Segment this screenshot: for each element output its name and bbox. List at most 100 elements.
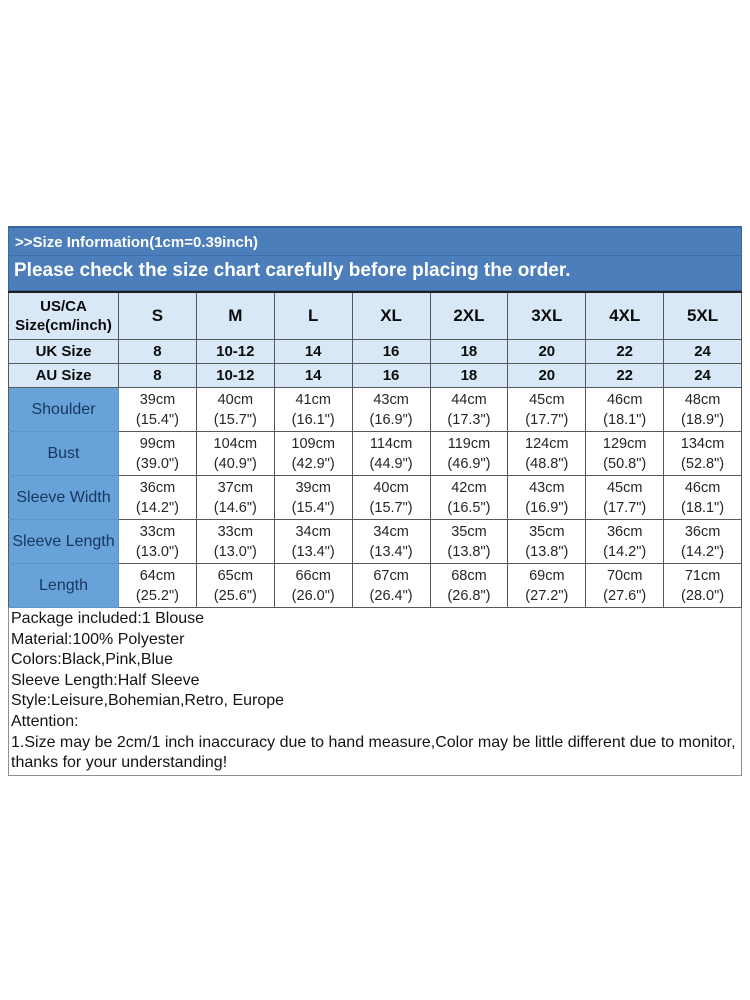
measurement-cm: 66cm bbox=[295, 567, 331, 584]
measurement-inch: (50.8") bbox=[603, 455, 647, 472]
measurement-inch: (13.0") bbox=[213, 543, 257, 560]
region-size-cell: 10-12 bbox=[195, 339, 275, 364]
measurement-inch: (14.6") bbox=[213, 499, 257, 516]
measurement-cell: 66cm (26.0") bbox=[273, 563, 353, 608]
size-column-header: S bbox=[118, 291, 197, 340]
size-info-banner: >>Size Information(1cm=0.39inch) Please … bbox=[8, 226, 742, 291]
region-size-cell: 20 bbox=[507, 363, 587, 388]
measurement-inch: (13.8") bbox=[447, 543, 491, 560]
region-size-cell: 24 bbox=[663, 339, 742, 364]
measurement-cm: 34cm bbox=[373, 523, 409, 540]
size-column-header: 5XL bbox=[663, 291, 742, 340]
measurement-cell: 64cm (25.2") bbox=[118, 563, 197, 608]
measurement-row-label: Shoulder bbox=[8, 387, 119, 432]
measurement-cm: 69cm bbox=[529, 567, 565, 584]
measurement-cm: 33cm bbox=[217, 523, 254, 540]
measurement-row: Sleeve Width 36cm (14.2") 37cm (14.6") 39cm (1… bbox=[8, 475, 742, 520]
measurement-row: Length 64cm (25.2") 65cm (25.6") 66cm (26.0") 6… bbox=[8, 563, 742, 608]
size-header-row: US/CA Size(cm/inch) S M L XL 2XL 3XL 4XL 5XL bbox=[8, 291, 742, 340]
measurement-cell: 46cm (18.1") bbox=[663, 475, 742, 520]
measurement-inch: (13.8") bbox=[525, 543, 569, 560]
measurement-cell: 45cm (17.7") bbox=[507, 387, 587, 432]
size-chart-table: US/CA Size(cm/inch) S M L XL 2XL 3XL 4XL 5XL UK Si… bbox=[8, 291, 742, 608]
measurement-inch: (14.2") bbox=[681, 543, 725, 560]
measurement-cm: 37cm bbox=[217, 479, 254, 496]
measurement-inch: (13.4") bbox=[291, 543, 335, 560]
measurement-cell: 48cm (18.9") bbox=[663, 387, 742, 432]
measurement-inch: (16.5") bbox=[447, 499, 491, 516]
corner-header: US/CA Size(cm/inch) bbox=[8, 291, 119, 340]
measurement-cm: 39cm bbox=[139, 391, 176, 408]
region-size-cell: 14 bbox=[273, 339, 353, 364]
measurement-cell: 33cm (13.0") bbox=[118, 519, 197, 564]
measurement-inch: (15.4") bbox=[291, 499, 335, 516]
measurement-cell: 40cm (15.7") bbox=[351, 475, 431, 520]
measurement-cell: 42cm (16.5") bbox=[429, 475, 509, 520]
region-size-cell: 18 bbox=[429, 363, 509, 388]
measurement-inch: (40.9") bbox=[213, 455, 257, 472]
measurement-cm: 46cm bbox=[606, 391, 643, 408]
measurement-cm: 68cm bbox=[451, 567, 487, 584]
measurement-inch: (18.1") bbox=[681, 499, 725, 516]
measurement-cm: 35cm bbox=[529, 523, 565, 540]
region-row-label: UK Size bbox=[8, 339, 119, 364]
measurement-cm: 43cm bbox=[373, 391, 409, 408]
measurement-cell: 46cm (18.1") bbox=[585, 387, 665, 432]
measurement-inch: (25.6") bbox=[213, 587, 257, 604]
measurement-cm: 36cm bbox=[684, 523, 721, 540]
measurement-inch: (52.8") bbox=[681, 455, 725, 472]
measurement-cm: 46cm bbox=[684, 479, 721, 496]
detail-line: Style:Leisure,Bohemian,Retro, Europe bbox=[11, 692, 285, 710]
measurement-row: Shoulder 39cm (15.4") 40cm (15.7") 41cm (16.1"… bbox=[8, 387, 742, 432]
measurement-cm: 134cm bbox=[680, 435, 725, 452]
measurement-inch: (42.9") bbox=[291, 455, 335, 472]
measurement-cell: 41cm (16.1") bbox=[273, 387, 353, 432]
measurement-cell: 44cm (17.3") bbox=[429, 387, 509, 432]
banner-subtitle: Please check the size chart carefully be… bbox=[14, 260, 571, 281]
measurement-cell: 134cm (52.8") bbox=[663, 431, 742, 476]
detail-line: Package included:1 Blouse bbox=[11, 610, 205, 627]
measurement-inch: (28.0") bbox=[681, 587, 725, 604]
measurement-inch: (14.2") bbox=[603, 543, 647, 560]
measurement-cell: 36cm (14.2") bbox=[118, 475, 197, 520]
measurement-inch: (15.7") bbox=[369, 499, 413, 516]
measurement-inch: (18.9") bbox=[681, 411, 725, 428]
measurement-cm: 45cm bbox=[606, 479, 643, 496]
measurement-inch: (15.4") bbox=[135, 411, 179, 428]
measurement-cm: 43cm bbox=[529, 479, 565, 496]
region-size-row: UK Size 8 10-12 14 16 18 20 22 24 bbox=[8, 339, 742, 364]
measurement-cell: 35cm (13.8") bbox=[429, 519, 509, 564]
measurement-cell: 109cm (42.9") bbox=[273, 431, 353, 476]
measurement-cell: 39cm (15.4") bbox=[118, 387, 197, 432]
measurement-row-label: Sleeve Width bbox=[8, 475, 119, 520]
measurement-cell: 33cm (13.0") bbox=[195, 519, 275, 564]
size-column-header: 3XL bbox=[507, 291, 587, 340]
region-size-row: AU Size 8 10-12 14 16 18 20 22 24 bbox=[8, 363, 742, 388]
measurement-inch: (27.6") bbox=[603, 587, 647, 604]
product-details: Package included:1 Blouse Material:100% P… bbox=[8, 608, 742, 776]
measurement-inch: (17.3") bbox=[447, 411, 491, 428]
measurement-inch: (16.1") bbox=[291, 411, 335, 428]
measurement-cm: 44cm bbox=[451, 391, 487, 408]
measurement-cell: 37cm (14.6") bbox=[195, 475, 275, 520]
corner-header-line2: Size(cm/inch) bbox=[15, 317, 112, 334]
region-size-cell: 14 bbox=[273, 363, 353, 388]
measurement-cm: 119cm bbox=[447, 435, 491, 452]
region-size-cell: 10-12 bbox=[195, 363, 275, 388]
measurement-cm: 36cm bbox=[606, 523, 643, 540]
measurement-row-label: Sleeve Length bbox=[8, 519, 119, 564]
measurement-cell: 129cm (50.8") bbox=[585, 431, 665, 476]
measurement-cell: 34cm (13.4") bbox=[351, 519, 431, 564]
measurement-cm: 40cm bbox=[373, 479, 409, 496]
measurement-cell: 68cm (26.8") bbox=[429, 563, 509, 608]
measurement-inch: (26.0") bbox=[291, 587, 335, 604]
detail-line: Attention: bbox=[11, 712, 79, 730]
region-size-cell: 8 bbox=[118, 363, 197, 388]
measurement-cm: 114cm bbox=[369, 435, 413, 452]
measurement-cm: 65cm bbox=[217, 567, 254, 584]
measurement-inch: (14.2") bbox=[135, 499, 179, 516]
measurement-cell: 104cm (40.9") bbox=[195, 431, 275, 476]
measurement-cm: 33cm bbox=[139, 523, 176, 540]
measurement-cm: 40cm bbox=[217, 391, 254, 408]
size-info-sheet: >>Size Information(1cm=0.39inch) Please … bbox=[8, 226, 742, 776]
